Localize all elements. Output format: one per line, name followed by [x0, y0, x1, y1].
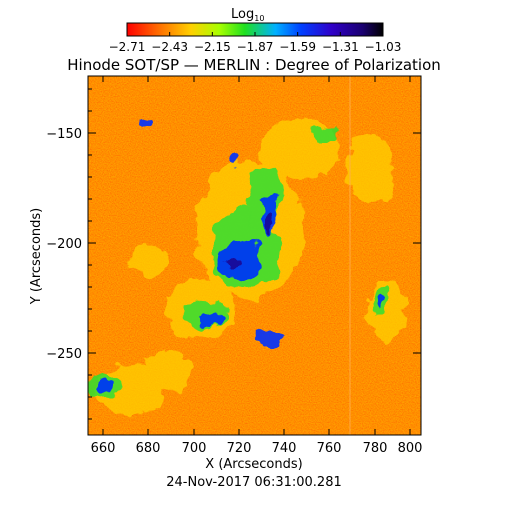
- x-tick-label: 780: [363, 441, 388, 456]
- colorbar-tick-label: −2.15: [194, 40, 231, 54]
- x-tick-label: 660: [91, 441, 116, 456]
- colorbar-tick-label: −1.31: [322, 40, 359, 54]
- colorbar-tick-label: −1.87: [237, 40, 274, 54]
- colorbar-tick-label: −1.03: [365, 40, 402, 54]
- x-tick-label: 760: [317, 441, 342, 456]
- colorbar-label: Log10: [231, 7, 264, 23]
- y-axis: −150 −200 −250: [46, 88, 421, 420]
- colorbar-tick-label: −2.43: [151, 40, 188, 54]
- x-axis: 660 680 700 720 740 760 780 800: [91, 76, 423, 456]
- colorbar-label-sub: 10: [254, 14, 264, 23]
- colorbar-tick-labels: −2.71 −2.43 −2.15 −1.87 −1.59 −1.31 −1.03: [109, 40, 402, 54]
- colorbar-tick-label: −1.59: [279, 40, 316, 54]
- polarization-map: [88, 76, 421, 435]
- colorbar: Log10 −2.71 −2.43 −2.15 −1.87 −1.59 −1.31 −1.0…: [109, 7, 402, 54]
- x-tick-label: 700: [182, 441, 207, 456]
- y-tick-label: −250: [46, 347, 82, 362]
- x-tick-label: 720: [227, 441, 252, 456]
- x-tick-label: 800: [398, 441, 423, 456]
- figure-title: Hinode SOT/SP — MERLIN : Degree of Polar…: [67, 56, 441, 74]
- x-tick-label: 740: [272, 441, 297, 456]
- colorbar-ticks: [126, 32, 384, 36]
- colorbar-tick-label: −2.71: [109, 40, 146, 54]
- plot-frame: [87, 75, 422, 436]
- timestamp: 24-Nov-2017 06:31:00.281: [166, 475, 342, 490]
- colorbar-label-main: Log: [231, 7, 254, 22]
- x-tick-label: 680: [136, 441, 161, 456]
- y-axis-label: Y (Arcseconds): [29, 208, 44, 305]
- x-axis-label: X (Arcseconds): [205, 457, 302, 472]
- y-tick-label: −150: [46, 127, 82, 142]
- y-tick-label: −200: [46, 237, 82, 252]
